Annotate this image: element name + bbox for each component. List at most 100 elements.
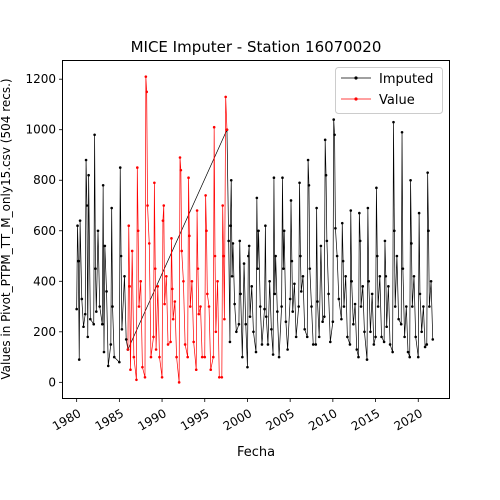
data-point-imputed [77,358,81,361]
data-point-imputed [228,340,232,344]
data-point-imputed [406,350,410,354]
data-point-imputed [258,305,262,308]
data-point-imputed [98,305,102,308]
data-point-value [162,204,166,207]
data-point-imputed [112,355,116,359]
data-point-imputed [414,335,417,339]
data-point-value [156,285,160,288]
data-point-value [137,305,141,308]
data-point-imputed [363,330,366,334]
legend-value-label: Value [379,93,415,108]
data-point-imputed [106,364,110,368]
data-point-value [132,355,136,359]
data-point-value [177,381,181,384]
data-point-imputed [297,305,301,308]
data-point-imputed [257,229,260,233]
data-point-value [190,279,194,283]
data-point-imputed [365,358,369,361]
data-point-imputed [76,224,79,228]
data-point-imputed [428,305,431,308]
data-point-imputed [233,302,236,306]
data-point-imputed [427,229,430,233]
data-point-value [145,90,148,94]
data-point-imputed [315,206,318,210]
data-point-value [173,300,177,303]
data-point-imputed [420,330,423,334]
data-point-imputed [100,322,104,326]
data-point-value [175,355,178,359]
data-point-imputed [431,338,435,341]
data-point-value [158,355,161,359]
data-point-imputed [403,335,406,339]
data-point-value [160,375,164,379]
data-point-value [147,242,151,245]
data-point-value [220,375,224,379]
data-point-value [209,368,213,372]
data-point-imputed [299,290,303,293]
legend-value-marker [354,97,358,101]
data-point-imputed [273,292,277,296]
data-point-imputed [400,130,404,134]
data-point-imputed [410,242,413,245]
data-point-imputed [123,274,126,278]
data-point-value [161,219,165,222]
data-point-imputed [229,178,233,182]
data-point-imputed [317,335,321,339]
data-point-value [206,292,209,296]
data-point-imputed [372,343,376,346]
data-point-imputed [101,183,105,187]
data-point-imputed [284,320,288,324]
data-point-value [163,302,166,306]
data-point-imputed [340,317,343,321]
series-layer [75,75,435,384]
data-point-value [139,279,143,283]
data-point-imputed [264,224,267,228]
data-point-imputed [401,267,405,270]
data-point-imputed [395,254,399,258]
data-point-imputed [385,325,388,329]
data-point-imputed [282,229,286,233]
data-point-imputed [237,322,241,326]
data-point-imputed [266,343,270,346]
data-point-imputed [118,360,121,364]
data-point-imputed [392,120,395,124]
data-point-imputed [408,355,412,359]
data-point-value [127,224,131,228]
data-point-imputed [311,343,315,346]
data-point-imputed [329,340,332,344]
data-point-value [188,305,192,308]
data-point-value [213,254,217,258]
data-point-imputed [277,355,281,359]
data-point-value [153,267,157,270]
data-point-value [214,330,218,334]
data-point-imputed [417,211,421,215]
data-point-imputed [260,343,264,346]
data-point-value [144,75,148,78]
series-imputed [75,118,435,369]
data-point-imputed [369,330,372,334]
data-point-imputed [361,285,365,288]
data-point-value [187,176,190,180]
data-point-value [204,194,207,197]
data-point-imputed [425,343,429,346]
data-point-imputed [323,315,326,318]
data-point-imputed [298,181,301,185]
data-point-imputed [78,219,82,222]
data-point-imputed [301,274,305,278]
data-point-imputed [399,322,403,326]
data-point-imputed [289,199,293,202]
data-point-imputed [416,355,420,359]
data-point-value [196,267,200,270]
data-point-value [169,340,172,344]
data-point-value [199,305,202,308]
data-point-imputed [337,297,341,301]
data-point-imputed [280,305,283,308]
data-point-value [221,204,224,207]
data-point-imputed [423,345,427,349]
data-point-imputed [314,343,318,346]
data-point-value [130,249,134,253]
data-point-value [195,209,199,212]
data-point-imputed [383,239,387,243]
data-point-imputed [310,305,313,308]
data-point-imputed [410,305,414,308]
